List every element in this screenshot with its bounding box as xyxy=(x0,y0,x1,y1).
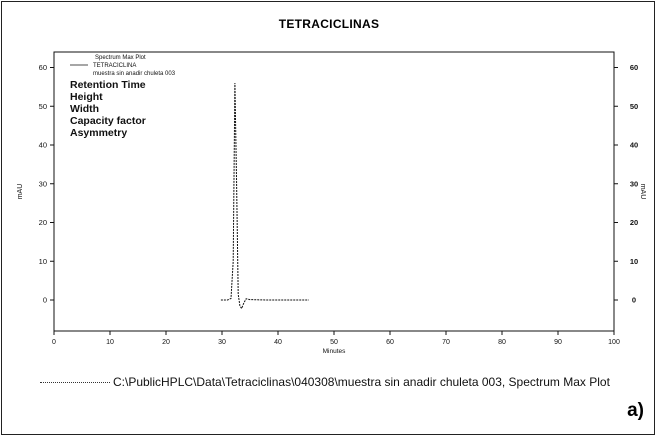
y2-tick-label: 30 xyxy=(630,179,638,188)
legend-header: Spectrum Max Plot xyxy=(95,55,146,61)
parameter-label: Capacity factor xyxy=(70,115,146,127)
x-tick-label: 90 xyxy=(554,339,562,346)
x-axis-label: Minutes xyxy=(323,348,347,355)
parameter-label: Width xyxy=(70,103,99,115)
y-tick-label: 30 xyxy=(39,179,47,188)
legend-entry-series: TETRACICLINA xyxy=(93,63,136,69)
y2-tick-label: 60 xyxy=(630,63,638,72)
legend-entry-sample: muestra sin anadir chuleta 003 xyxy=(93,71,176,77)
x-tick-label: 50 xyxy=(330,339,338,346)
parameter-label: Asymmetry xyxy=(70,127,127,139)
footer-legend-line xyxy=(40,382,110,383)
x-tick-label: 0 xyxy=(52,339,56,346)
footer-file-path: C:\PublicHPLC\Data\Tetraciclinas\040308\… xyxy=(113,375,610,389)
panel-label: a) xyxy=(627,400,644,421)
y-tick-label: 0 xyxy=(43,296,47,305)
x-tick-label: 10 xyxy=(106,339,114,346)
plot-area-border xyxy=(53,51,615,332)
y2-tick-label: 10 xyxy=(630,257,638,266)
x-tick-label: 30 xyxy=(218,339,226,346)
x-tick-label: 60 xyxy=(386,339,394,346)
chart-title: TETRACICLINAS xyxy=(278,17,380,31)
parameter-label: Height xyxy=(70,91,103,103)
y-tick-label: 20 xyxy=(39,218,47,227)
y2-axis-label: mAU xyxy=(639,184,646,200)
y-tick-label: 10 xyxy=(39,257,47,266)
y2-tick-label: 0 xyxy=(632,296,636,305)
y-tick-label: 50 xyxy=(39,102,47,111)
x-tick-label: 20 xyxy=(162,339,170,346)
parameter-label: Retention Time xyxy=(70,79,146,91)
y2-tick-label: 40 xyxy=(630,141,638,150)
y-tick-label: 60 xyxy=(39,63,47,72)
series-line-tetraciclina xyxy=(220,82,309,310)
x-tick-label: 100 xyxy=(608,339,620,346)
x-tick-label: 80 xyxy=(498,339,506,346)
x-tick-label: 40 xyxy=(274,339,282,346)
y2-tick-label: 20 xyxy=(630,218,638,227)
y2-tick-label: 50 xyxy=(630,102,638,111)
y-tick-label: 40 xyxy=(39,141,47,150)
y-axis-label: mAU xyxy=(17,184,24,200)
x-tick-label: 70 xyxy=(442,339,450,346)
